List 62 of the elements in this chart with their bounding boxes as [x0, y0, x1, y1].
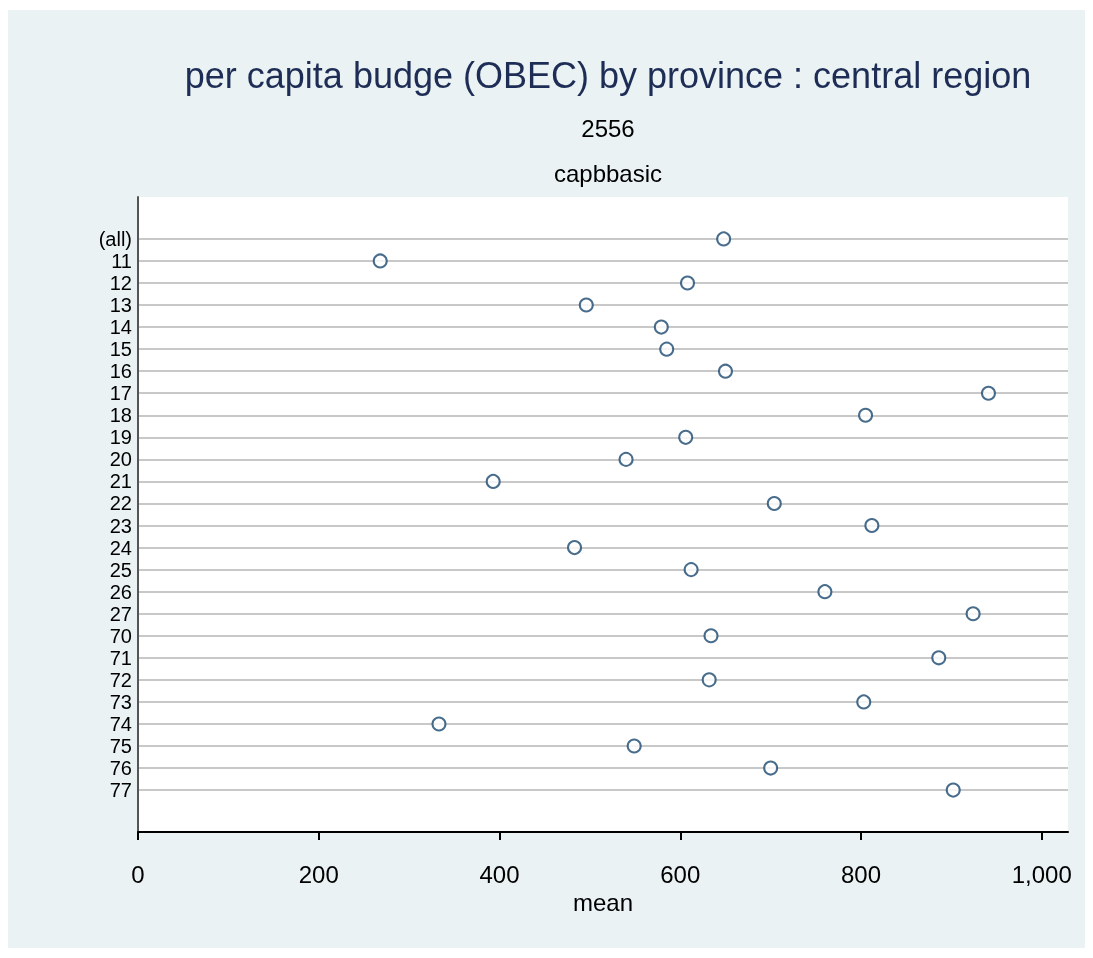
point [945, 782, 961, 798]
point [864, 518, 880, 534]
y-tick-label: 21 [109, 470, 132, 493]
point [626, 738, 642, 754]
y-tick-label: 75 [109, 735, 132, 758]
x-tick-label: 1,000 [1011, 860, 1072, 888]
y-tick-label: 71 [109, 646, 132, 669]
point [817, 584, 833, 600]
y-tick-label: 20 [109, 448, 132, 471]
y-tick-label: 12 [109, 271, 132, 294]
point [766, 495, 782, 511]
point [485, 473, 501, 489]
point [659, 341, 675, 357]
y-tick-label: 72 [109, 668, 132, 691]
chart-subtitle: 2556 [581, 114, 635, 142]
y-tick-label: 11 [111, 249, 132, 272]
point [716, 231, 732, 247]
text: capbbasic [553, 159, 663, 187]
point [856, 694, 872, 710]
x-tick-label: 200 [298, 860, 339, 888]
point [680, 275, 695, 291]
point [372, 253, 388, 269]
y-tick-label: (all) [98, 227, 132, 250]
point [567, 540, 583, 556]
y-tick-label: 26 [109, 580, 132, 603]
point [683, 562, 699, 578]
point [431, 716, 447, 732]
y-tick-label: 13 [109, 294, 132, 317]
point [965, 606, 981, 622]
point [578, 297, 594, 313]
point [701, 672, 717, 688]
x-tick-label: 0 [131, 860, 145, 888]
point [678, 429, 694, 445]
y-tick-label: 14 [109, 316, 132, 339]
y-tick-label: 16 [109, 360, 132, 383]
point [931, 650, 947, 666]
x-axis-title: mean [572, 889, 634, 917]
point [858, 407, 874, 423]
y-tick-label: 25 [109, 558, 132, 581]
y-tick-label: 17 [109, 382, 132, 405]
y-tick-label: 73 [109, 690, 132, 713]
point [653, 319, 669, 335]
point [763, 760, 779, 776]
point [717, 363, 733, 379]
point [618, 451, 634, 467]
x-tick-label: 600 [660, 860, 701, 888]
chart-title: per capita budge (OBEC) by province : central region [184, 54, 1032, 96]
y-tick-label: 70 [109, 624, 132, 647]
point [980, 385, 996, 401]
x-tick-label: 800 [841, 860, 882, 888]
y-tick-label: 74 [109, 712, 132, 735]
y-tick-label: 23 [109, 514, 132, 537]
x-tick-label: 400 [479, 860, 520, 888]
y-tick-label: 27 [109, 602, 132, 625]
y-tick-label: 18 [109, 404, 132, 427]
y-tick-label: 77 [109, 779, 132, 802]
y-tick-label: 22 [109, 492, 132, 515]
y-tick-label: 24 [109, 536, 132, 559]
y-tick-label: 15 [109, 338, 132, 361]
point [703, 628, 719, 644]
y-tick-label: 19 [109, 426, 132, 449]
y-tick-label: 76 [109, 757, 132, 780]
